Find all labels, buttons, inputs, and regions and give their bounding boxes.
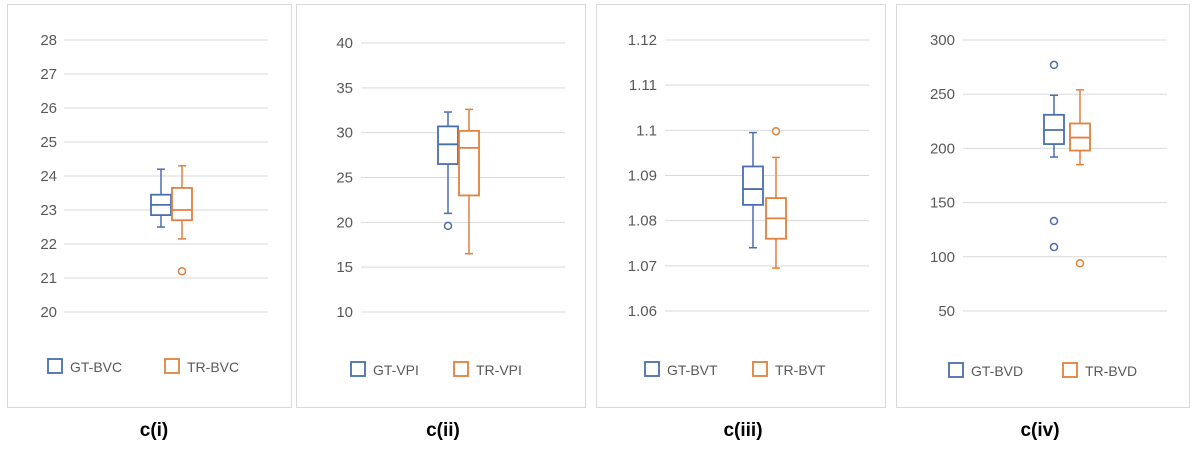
y-tick-label: 25 [40,134,57,151]
y-tick-label: 1.08 [628,213,657,230]
y-tick-label: 22 [40,236,57,253]
legend-label: TR-BVD [1085,363,1137,379]
y-tick-label: 23 [40,202,57,219]
chart-caption-4: c(iv) [1020,420,1060,441]
y-tick-label: 50 [938,303,955,320]
y-tick-label: 20 [40,304,57,321]
box-series-1 [742,131,764,249]
chart-caption-2: c(ii) [426,420,460,441]
box-series-1 [437,111,459,231]
chart-panel-4: 300 250 200 150 100 50 GT-BVD TR-BVD [896,4,1190,408]
chart-panel-3: 1.12 1.11 1.1 1.09 1.08 1.07 1.06 GT-BVT TR-BVT [596,4,886,408]
legend-label: GT-BVT [667,362,718,378]
chart-svg-2: 40 35 30 25 20 15 10 GT-VPI TR-VPI [336,35,565,378]
outlier-point [443,221,453,231]
box-series-1 [1043,60,1065,252]
legend-label: TR-VPI [476,362,522,378]
y-tick-label: 150 [930,195,955,212]
outlier-point [1049,242,1059,252]
box-series-1 [150,168,172,228]
outlier-point [1049,60,1059,70]
y-tick-label: 27 [40,66,57,83]
y-tick-label: 21 [40,270,57,287]
y-tick-label: 10 [336,304,353,321]
outlier-point [177,266,187,276]
y-tick-label: 28 [40,32,57,49]
box-iqr [171,186,193,222]
legend-label: TR-BVT [775,362,826,378]
y-tick-label: 15 [336,259,353,276]
box-series-2 [171,165,193,276]
chart-svg-1: 28 27 26 25 24 23 22 21 20 GT-BVC TR-BVC [40,32,268,375]
chart-panel-2: 40 35 30 25 20 15 10 GT-VPI TR-VPI [296,4,586,408]
chart-svg-3: 1.12 1.11 1.1 1.09 1.08 1.07 1.06 GT-BVT TR-BVT [628,32,869,378]
y-tick-label: 100 [930,249,955,266]
outlier-point [1049,216,1059,226]
legend-swatch [644,361,660,377]
legend-swatch [1062,362,1078,378]
y-tick-label: 30 [336,125,353,142]
box-series-2 [458,108,480,255]
y-tick-label: 1.11 [629,77,657,94]
y-tick-label: 200 [930,140,955,157]
y-tick-label: 24 [40,168,57,185]
y-tick-label: 20 [336,214,353,231]
y-tick-label: 40 [336,35,353,52]
y-tick-label: 250 [930,86,955,103]
legend-swatch [164,358,180,374]
box-iqr [458,129,480,197]
legend-swatch [350,361,366,377]
y-tick-label: 25 [336,170,353,187]
legend-label: GT-VPI [373,362,419,378]
legend-swatch [453,361,469,377]
legend-swatch [948,362,964,378]
legend-label: GT-BVC [70,359,122,375]
chart-svg-4: 300 250 200 150 100 50 GT-BVD TR-BVD [930,32,1167,379]
outlier-point [1075,259,1085,268]
y-tick-label: 35 [336,80,353,97]
y-tick-label: 1.07 [628,258,657,275]
chart-caption-3: c(iii) [723,420,763,441]
legend-swatch [752,361,768,377]
y-tick-label: 1.06 [628,303,657,320]
y-tick-label: 1.09 [628,168,657,185]
legend-label: TR-BVC [187,359,239,375]
y-tick-label: 26 [40,100,57,117]
legend-swatch [47,358,63,374]
chart-panel-1: 28 27 26 25 24 23 22 21 20 GT-BVC TR-BVC [7,4,292,408]
outlier-point [771,126,781,136]
y-tick-label: 1.12 [628,32,657,49]
y-tick-label: 300 [930,32,955,49]
y-tick-label: 1.1 [636,122,657,139]
box-series-2 [765,126,787,269]
box-series-2 [1069,89,1091,268]
chart-caption-1: c(i) [139,420,169,441]
box-iqr [742,165,764,206]
legend-label: GT-BVD [971,363,1023,379]
